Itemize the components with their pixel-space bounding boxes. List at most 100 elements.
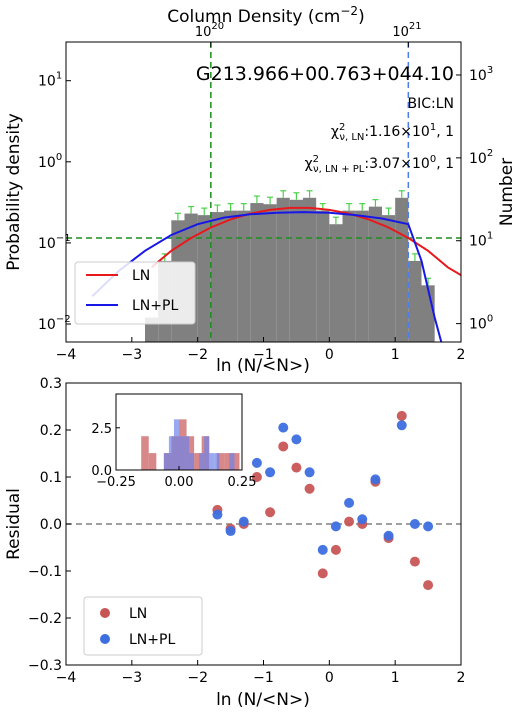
top-x-tick-label: 1021 — [392, 21, 421, 40]
right-y-tick-label: 103 — [469, 65, 493, 84]
residual-point-ln-pl — [278, 422, 289, 433]
histogram-bar — [382, 215, 396, 342]
x-tick-label: −2 — [187, 347, 208, 363]
inset-bar-ln-pl — [229, 453, 235, 470]
residual-point-ln-pl — [225, 526, 236, 537]
histogram-bar — [408, 260, 422, 342]
top-axis-label: Column Density (cm−2) — [167, 4, 364, 27]
histogram-error-bars — [161, 190, 432, 286]
y-tick-label: 101 — [38, 71, 62, 90]
top-x-tick-label: 1020 — [195, 21, 224, 40]
chi-pl-annotation: χ2 ν, LN + PL:3.07×100, 1 — [305, 154, 454, 175]
inset-bars — [141, 419, 240, 470]
chi-pl-exp: 0 — [430, 154, 436, 165]
inset-x-tick-label: −0.25 — [96, 475, 136, 490]
inset-bar-ln-pl — [199, 453, 205, 470]
y-tick-label: 100 — [38, 152, 62, 171]
chi-ln-annotation: χ2 ν, LN:1.16×101, 1 — [331, 122, 454, 143]
residual-point-ln-pl — [383, 530, 394, 541]
inset-bar-ln — [224, 453, 232, 470]
inset-x-tick-label: 0.25 — [228, 475, 257, 490]
residual-point-ln-pl — [304, 467, 315, 478]
legend-label-lnpl: LN+PL — [132, 298, 178, 314]
bottom-x-ticks: −4 −3 −2 −1 0 1 2 — [56, 660, 465, 686]
chi-pl-value: :3.07×10 — [364, 156, 429, 172]
inset-bar-ln — [141, 436, 149, 470]
chi-ln-sup: 2 — [339, 122, 345, 133]
right-y-axis-label: Number — [497, 158, 517, 226]
x-tick-label: −4 — [56, 670, 77, 686]
x-tick-label: −3 — [122, 670, 143, 686]
x-tick-label: −4 — [56, 347, 77, 363]
inset-bar-ln-pl — [189, 453, 195, 470]
residual-point-ln-pl — [291, 434, 302, 445]
x-tick-label: −3 — [122, 347, 143, 363]
histogram-bar — [316, 210, 330, 342]
top-y-ticks: 101 100 10−1 10−2 — [38, 71, 71, 333]
residual-point-ln-pl — [330, 521, 341, 532]
residual-axis-label: Residual — [4, 488, 24, 560]
bic-label: BIC:LN — [408, 96, 455, 112]
residual-point-ln — [291, 462, 302, 473]
residual-point-ln — [330, 544, 341, 555]
histogram-bar — [342, 210, 356, 342]
inset-bar-ln-pl — [168, 436, 174, 470]
residual-point-ln-pl — [344, 497, 355, 508]
inset-bar-ln-pl — [209, 453, 215, 470]
residual-point-ln-pl — [251, 457, 262, 468]
inset-bar-ln — [231, 453, 240, 470]
inset-bar-ln — [194, 453, 202, 470]
bottom-y-ticks: 0.3 0.2 0.1 0.0 −0.1 −0.2 −0.3 — [28, 376, 71, 674]
residual-point-ln — [409, 556, 420, 567]
y-tick-label: 10−2 — [38, 314, 71, 333]
histogram-bar — [368, 206, 382, 342]
chi-pl-prefix: χ — [305, 156, 313, 172]
y-axis-label: Probability density — [4, 113, 24, 271]
inset-histogram: −0.25 0.00 0.25 2.5 0.0 — [91, 393, 257, 490]
x-tick-label: 0 — [325, 670, 334, 686]
legend-box — [74, 261, 196, 325]
y-tick-label: 0.2 — [40, 423, 62, 439]
x-tick-label: 1 — [391, 670, 400, 686]
histogram-bar — [355, 210, 369, 342]
residual-point-ln — [317, 568, 328, 579]
histogram-bar — [421, 285, 435, 342]
residual-point-ln-pl — [238, 516, 249, 527]
residual-point-ln — [423, 580, 434, 591]
inset-bar-ln-pl — [214, 453, 220, 470]
legend-label-ln: LN — [132, 268, 150, 284]
legend-marker-ln — [100, 608, 110, 618]
chi-pl-sup: 2 — [313, 154, 319, 165]
right-y-tick-label: 101 — [469, 231, 493, 250]
inset-bar-ln-pl — [173, 419, 179, 470]
top-right-y-ticks: 103 102 101 100 — [456, 65, 493, 333]
y-tick-label: −0.3 — [28, 658, 62, 674]
histogram-bar — [224, 210, 238, 342]
chi-ln-tail: , 1 — [436, 124, 454, 140]
residual-point-ln — [265, 507, 276, 518]
residual-point-ln — [278, 441, 289, 452]
chi-ln-exp: 1 — [430, 122, 436, 133]
fit-curves — [91, 206, 461, 342]
x-tick-label: 0 — [325, 347, 334, 363]
x-tick-label: 2 — [457, 347, 466, 363]
residual-point-ln-pl — [317, 544, 328, 555]
chi-pl-tail: , 1 — [436, 156, 454, 172]
histogram-bar — [210, 212, 224, 342]
histogram-bar — [303, 197, 317, 342]
y-tick-label: −0.2 — [28, 611, 62, 627]
x-axis-label: ln (N/<N>) — [216, 356, 310, 376]
histogram-bar — [395, 197, 409, 342]
x-tick-label: 1 — [391, 347, 400, 363]
top-secondary-x-ticks: 1020 1021 — [195, 21, 422, 47]
inset-bar-ln-pl — [179, 436, 185, 470]
residual-point-ln-pl — [423, 521, 434, 532]
chi-ln-prefix: χ — [331, 124, 339, 140]
y-tick-label: 0.3 — [40, 376, 62, 392]
histogram-bar — [250, 203, 264, 342]
y-tick-label: −0.1 — [28, 564, 62, 580]
reference-lines — [66, 42, 461, 342]
residual-point-ln — [396, 410, 407, 421]
